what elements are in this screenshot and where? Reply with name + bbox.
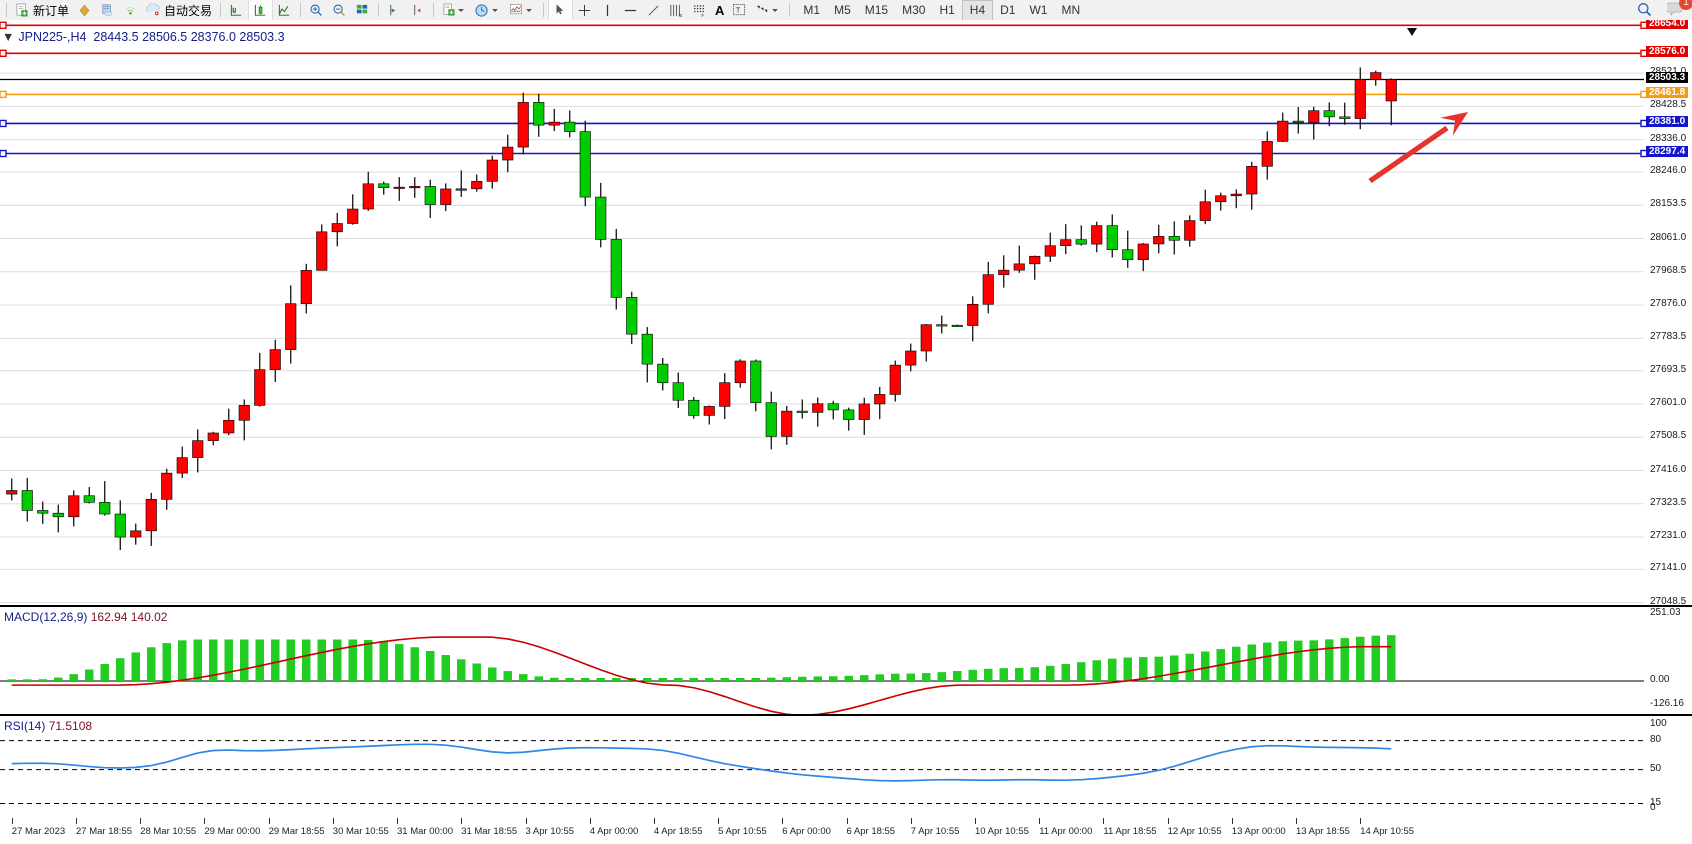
svg-text:F: F <box>701 13 704 18</box>
svg-text:T: T <box>736 5 741 14</box>
svg-text:E: E <box>679 13 682 18</box>
